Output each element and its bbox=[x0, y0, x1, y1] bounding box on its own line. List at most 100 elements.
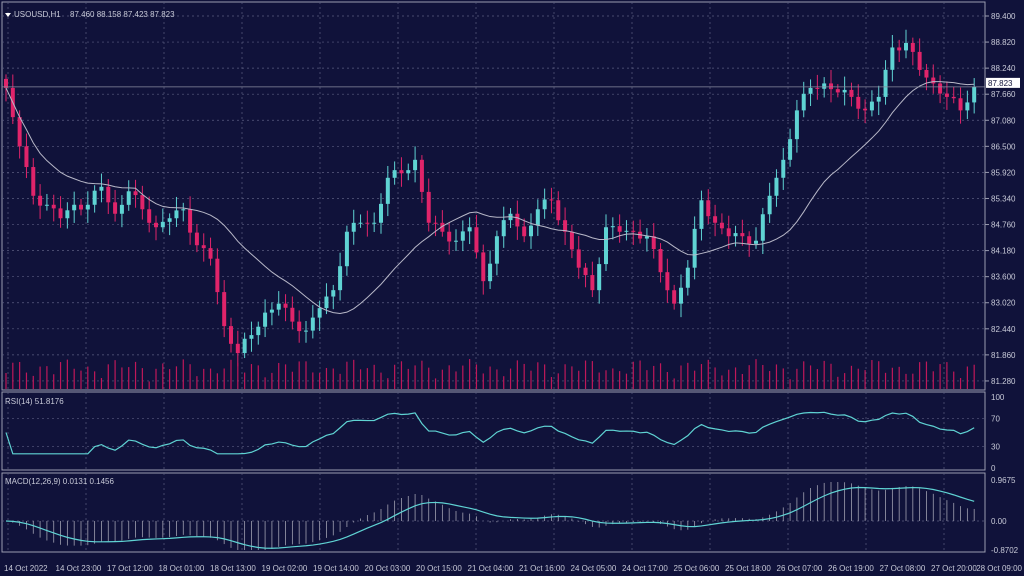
time-tick-label: 17 Oct 12:00 bbox=[107, 564, 153, 573]
time-tick-label: 24 Oct 05:00 bbox=[571, 564, 617, 573]
candle-body bbox=[529, 225, 533, 237]
time-tick-label: 21 Oct 04:00 bbox=[468, 564, 514, 573]
price-tick-label: 82.440 bbox=[991, 325, 1016, 334]
candle-body bbox=[869, 101, 874, 111]
candle-body bbox=[208, 248, 213, 259]
candle-body bbox=[535, 209, 540, 226]
time-tick-label: 26 Oct 19:00 bbox=[828, 564, 874, 573]
candle-body bbox=[4, 78, 8, 88]
candle-body bbox=[188, 209, 193, 233]
candle-body bbox=[815, 87, 820, 89]
candle-body bbox=[413, 159, 418, 171]
candle-body bbox=[631, 230, 636, 232]
candle-body bbox=[604, 227, 608, 265]
candle-body bbox=[140, 195, 145, 210]
candle-body bbox=[215, 258, 220, 293]
dropdown-triangle-icon bbox=[5, 13, 11, 17]
candle-body bbox=[304, 330, 308, 332]
candle-body bbox=[85, 204, 90, 210]
current-price-label: 87.823 bbox=[988, 79, 1013, 88]
candle-body bbox=[242, 338, 247, 354]
candle-body bbox=[829, 83, 833, 90]
candle-body bbox=[72, 204, 77, 211]
candle-body bbox=[801, 93, 806, 111]
candle-body bbox=[897, 47, 902, 51]
candle-body bbox=[597, 264, 602, 291]
time-tick-label: 14 Oct 2022 bbox=[4, 564, 48, 573]
panel-frame-0 bbox=[1, 1, 986, 391]
candle-body bbox=[167, 218, 172, 222]
candle-body bbox=[931, 77, 936, 84]
candle-body bbox=[276, 303, 281, 310]
candle-body bbox=[38, 195, 43, 206]
candle-body bbox=[944, 93, 949, 97]
candle-body bbox=[774, 177, 779, 196]
candle-body bbox=[910, 42, 915, 52]
candle-body bbox=[24, 146, 29, 168]
candle-body bbox=[781, 159, 786, 178]
price-tick-label: 89.400 bbox=[991, 12, 1016, 21]
price-tick-label: 84.760 bbox=[991, 221, 1016, 230]
candle-body bbox=[160, 221, 165, 228]
price-tick-label: 87.660 bbox=[991, 90, 1016, 99]
candle-body bbox=[269, 309, 274, 313]
candle-body bbox=[154, 222, 158, 228]
candle-body bbox=[890, 47, 895, 70]
candle-body bbox=[958, 98, 963, 111]
candle-body bbox=[522, 226, 527, 237]
candle-body bbox=[331, 290, 336, 297]
candle-body bbox=[965, 102, 970, 111]
candle-body bbox=[181, 209, 186, 211]
candle-body bbox=[229, 326, 233, 344]
price-tick-label: 81.280 bbox=[991, 377, 1016, 386]
panel-frame-2 bbox=[1, 472, 986, 553]
time-tick-label: 27 Oct 20:00 bbox=[931, 564, 977, 573]
time-tick-label: 25 Oct 18:00 bbox=[725, 564, 771, 573]
candle-body bbox=[399, 170, 404, 174]
candle-body bbox=[917, 51, 922, 70]
candle-body bbox=[310, 317, 315, 331]
candle-body bbox=[256, 326, 261, 336]
candle-body bbox=[876, 96, 881, 102]
price-tick-label: 81.860 bbox=[991, 351, 1016, 360]
candle-body bbox=[99, 186, 104, 191]
candle-body bbox=[283, 303, 288, 308]
candle-body bbox=[679, 287, 683, 304]
candle-body bbox=[113, 202, 118, 214]
current-price-tag bbox=[986, 77, 1020, 88]
rsi-line bbox=[5, 411, 975, 455]
candle-body bbox=[924, 69, 929, 78]
candle-body bbox=[222, 292, 227, 327]
time-tick-label: 19 Oct 02:00 bbox=[262, 564, 308, 573]
rsi-tick-label: 100 bbox=[991, 393, 1005, 402]
candle-body bbox=[692, 228, 697, 268]
candle-body bbox=[433, 222, 438, 224]
time-tick-label: 28 Oct 09:00 bbox=[976, 564, 1022, 573]
candle-body bbox=[174, 210, 179, 219]
candle-body bbox=[849, 89, 854, 97]
rsi-title: RSI(14) 51.8176 bbox=[5, 397, 64, 406]
candle-body bbox=[794, 110, 799, 140]
candle-body bbox=[358, 222, 363, 224]
candle-body bbox=[31, 167, 36, 196]
candle-body bbox=[706, 200, 711, 217]
candle-body bbox=[51, 204, 56, 209]
moving-average-line bbox=[5, 81, 975, 315]
candle-body bbox=[92, 190, 97, 205]
candle-body bbox=[644, 236, 649, 239]
candle-body bbox=[17, 117, 22, 147]
candle-body bbox=[58, 208, 63, 219]
macd-title: MACD(12,26,9) 0.0131 0.1456 bbox=[5, 477, 115, 486]
candle-body bbox=[344, 231, 349, 267]
candle-body bbox=[419, 159, 424, 192]
time-tick-label: 27 Oct 08:00 bbox=[880, 564, 926, 573]
time-tick-label: 18 Oct 13:00 bbox=[210, 564, 256, 573]
candle-body bbox=[938, 83, 943, 94]
macd-signal-line bbox=[5, 486, 975, 549]
price-tick-label: 84.180 bbox=[991, 247, 1016, 256]
candle-body bbox=[733, 233, 738, 237]
candle-body bbox=[576, 249, 581, 268]
price-tick-label: 83.020 bbox=[991, 299, 1016, 308]
time-tick-label: 18 Oct 01:00 bbox=[159, 564, 205, 573]
